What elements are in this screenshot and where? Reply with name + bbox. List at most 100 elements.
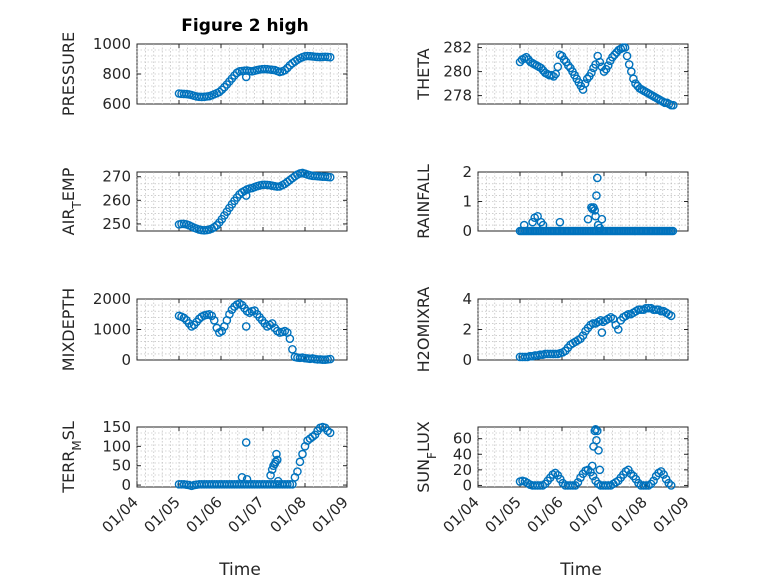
- y-axis-label: H2OMIXRA: [414, 287, 433, 373]
- data-point: [209, 222, 219, 232]
- data-point: [241, 72, 251, 82]
- series-points: [174, 422, 335, 491]
- y-tick-label: 2: [462, 321, 472, 339]
- subplot-theta: 278 280 282 THETA: [414, 39, 689, 110]
- data-point: [580, 79, 590, 88]
- data-point: [283, 63, 292, 73]
- data-point: [272, 449, 281, 459]
- subplot-terr-msl: 050100150TERRMSL01/0401/0501/0601/0701/0…: [59, 418, 352, 580]
- subplot-mixdepth: 0 1000 2000 MIXDEPTH: [59, 288, 348, 371]
- data-point: [610, 50, 619, 60]
- y-tick-label: 1000: [93, 35, 131, 53]
- y-tick-label: 800: [102, 65, 131, 83]
- data-point: [266, 471, 275, 480]
- data-point: [215, 87, 224, 97]
- series-points: [174, 51, 335, 102]
- data-point: [566, 481, 575, 490]
- data-point: [582, 74, 592, 84]
- data-point: [656, 306, 666, 316]
- data-point: [597, 214, 607, 224]
- data-point: [578, 331, 588, 340]
- data-point: [613, 325, 623, 334]
- data-point: [587, 68, 596, 78]
- y-tick-label: 60: [453, 430, 472, 448]
- data-point: [620, 43, 630, 52]
- x-tick-label: 01/09: [650, 493, 693, 536]
- data-point: [597, 62, 607, 72]
- y-tick-label: 1000: [93, 321, 131, 339]
- data-point: [592, 426, 602, 436]
- figure-title: Figure 2 high: [181, 16, 309, 36]
- data-point: [629, 74, 638, 84]
- data-point: [325, 428, 335, 438]
- data-point: [237, 473, 247, 482]
- data-point: [588, 471, 598, 481]
- data-point: [634, 478, 643, 488]
- data-point: [592, 191, 601, 200]
- x-axis-label: Time: [218, 560, 261, 580]
- data-point: [288, 345, 297, 354]
- data-point: [272, 455, 282, 465]
- x-tick-label: 01/06: [183, 493, 226, 536]
- series-points: [515, 303, 676, 362]
- data-point: [522, 52, 531, 62]
- series-points: [174, 299, 335, 364]
- x-tick-label: 01/09: [309, 493, 352, 536]
- subplot-h2omixra: 0 2 4 H2OMIXRA: [414, 287, 689, 373]
- y-tick-label: 50: [112, 457, 131, 475]
- data-point: [242, 474, 252, 484]
- y-axis-label: MIXDEPTH: [59, 288, 78, 371]
- data-point: [611, 320, 621, 330]
- y-tick-label: 0: [462, 476, 472, 494]
- data-point: [592, 435, 601, 445]
- series-points: [174, 168, 335, 235]
- x-tick-label: 01/07: [566, 493, 609, 536]
- data-point: [591, 425, 600, 434]
- data-point: [594, 446, 603, 455]
- data-point: [659, 470, 668, 479]
- data-point: [595, 223, 605, 233]
- data-point: [624, 309, 633, 319]
- y-axis-label: SUNFLUX: [414, 421, 439, 493]
- subplot-rainfall: 0 1 2 RAINFALL: [414, 163, 689, 240]
- data-point: [308, 432, 317, 441]
- data-point: [626, 469, 636, 479]
- data-point: [536, 63, 546, 73]
- data-point: [220, 82, 229, 92]
- data-point: [325, 354, 335, 364]
- series-points: [515, 43, 678, 110]
- series-points: [515, 425, 676, 490]
- y-tick-label: 250: [102, 215, 131, 233]
- data-point: [603, 61, 613, 70]
- data-point: [230, 71, 239, 80]
- data-point: [668, 226, 678, 236]
- data-point: [325, 172, 335, 182]
- data-point: [298, 449, 307, 459]
- data-point: [559, 55, 569, 64]
- data-point: [280, 65, 290, 75]
- data-point: [549, 72, 558, 81]
- y-tick-label: 1: [462, 193, 472, 211]
- data-point: [285, 334, 295, 343]
- data-point: [592, 173, 602, 183]
- y-tick-label: 2000: [93, 290, 131, 308]
- data-point: [217, 326, 227, 336]
- data-point: [225, 309, 234, 319]
- data-point: [209, 316, 219, 325]
- y-axis-label: TERRMSL: [59, 421, 84, 494]
- y-tick-label: 278: [443, 87, 472, 105]
- data-point: [587, 461, 597, 471]
- y-tick-label: 600: [102, 95, 131, 113]
- y-tick-label: 20: [453, 461, 472, 479]
- data-point: [558, 478, 568, 488]
- data-point: [325, 52, 335, 62]
- y-tick-label: 270: [102, 168, 131, 186]
- y-tick-label: 0: [462, 351, 472, 369]
- data-point: [597, 328, 607, 337]
- data-point: [595, 57, 605, 67]
- y-tick-label: 282: [443, 39, 472, 57]
- y-tick-label: 260: [102, 191, 131, 209]
